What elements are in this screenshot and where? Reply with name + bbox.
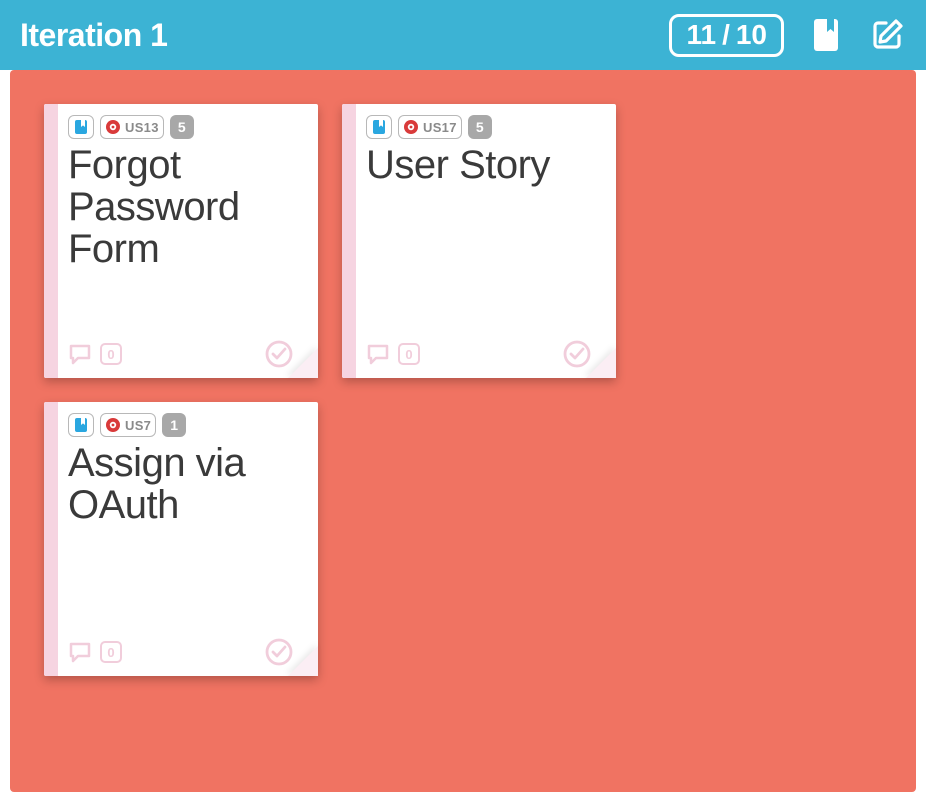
- story-id: US13: [125, 120, 159, 135]
- comment-count: 0: [398, 343, 420, 365]
- card-meta: US17 5: [366, 114, 604, 140]
- bookmark-icon: [812, 18, 840, 52]
- iteration-title: Iteration 1: [20, 17, 669, 54]
- compose-icon: [870, 17, 906, 53]
- comments-button[interactable]: [366, 343, 390, 365]
- story-icon: [403, 119, 419, 135]
- story-card[interactable]: US13 5 Forgot Password Form 0: [44, 104, 318, 378]
- card-meta: US7 1: [68, 412, 306, 438]
- header-actions: 11 / 10: [669, 14, 908, 57]
- story-icon: [105, 119, 121, 135]
- complete-toggle[interactable]: [264, 637, 294, 667]
- comments-button[interactable]: [68, 343, 92, 365]
- bookmark-button[interactable]: [806, 15, 846, 55]
- points-sep: /: [722, 21, 730, 49]
- ticket-icon: [74, 119, 88, 135]
- card-footer: 0: [68, 340, 306, 368]
- check-circle-icon: [562, 339, 592, 369]
- card-title: Forgot Password Form: [68, 144, 306, 340]
- card-footer: 0: [366, 340, 604, 368]
- iteration-board: US13 5 Forgot Password Form 0: [10, 70, 916, 792]
- card-footer: 0: [68, 638, 306, 666]
- comments-button[interactable]: [68, 641, 92, 663]
- story-card[interactable]: US17 5 User Story 0: [342, 104, 616, 378]
- points-used: 11: [686, 21, 716, 49]
- check-circle-icon: [264, 339, 294, 369]
- comment-icon: [68, 343, 92, 365]
- story-card[interactable]: US7 1 Assign via OAuth 0: [44, 402, 318, 676]
- ticket-icon: [372, 119, 386, 135]
- story-id: US7: [125, 418, 151, 433]
- card-title: User Story: [366, 144, 604, 340]
- complete-toggle[interactable]: [264, 339, 294, 369]
- ticket-chip[interactable]: [68, 115, 94, 139]
- card-body: US13 5 Forgot Password Form 0: [58, 104, 318, 378]
- iteration-header: Iteration 1 11 / 10: [0, 0, 926, 70]
- story-chip[interactable]: US17: [398, 115, 462, 139]
- story-points-badge: 5: [468, 115, 492, 139]
- compose-button[interactable]: [868, 15, 908, 55]
- points-pill[interactable]: 11 / 10: [669, 14, 784, 57]
- story-icon: [105, 417, 121, 433]
- comment-icon: [68, 641, 92, 663]
- card-body: US17 5 User Story 0: [356, 104, 616, 378]
- story-points-badge: 1: [162, 413, 186, 437]
- comment-count: 0: [100, 641, 122, 663]
- card-title: Assign via OAuth: [68, 442, 306, 638]
- ticket-chip[interactable]: [366, 115, 392, 139]
- story-id: US17: [423, 120, 457, 135]
- points-total: 10: [736, 21, 767, 49]
- ticket-chip[interactable]: [68, 413, 94, 437]
- card-meta: US13 5: [68, 114, 306, 140]
- story-points-badge: 5: [170, 115, 194, 139]
- comment-count: 0: [100, 343, 122, 365]
- card-body: US7 1 Assign via OAuth 0: [58, 402, 318, 676]
- story-chip[interactable]: US7: [100, 413, 156, 437]
- check-circle-icon: [264, 637, 294, 667]
- comment-icon: [366, 343, 390, 365]
- complete-toggle[interactable]: [562, 339, 592, 369]
- ticket-icon: [74, 417, 88, 433]
- iteration-panel: Iteration 1 11 / 10: [0, 0, 926, 802]
- story-chip[interactable]: US13: [100, 115, 164, 139]
